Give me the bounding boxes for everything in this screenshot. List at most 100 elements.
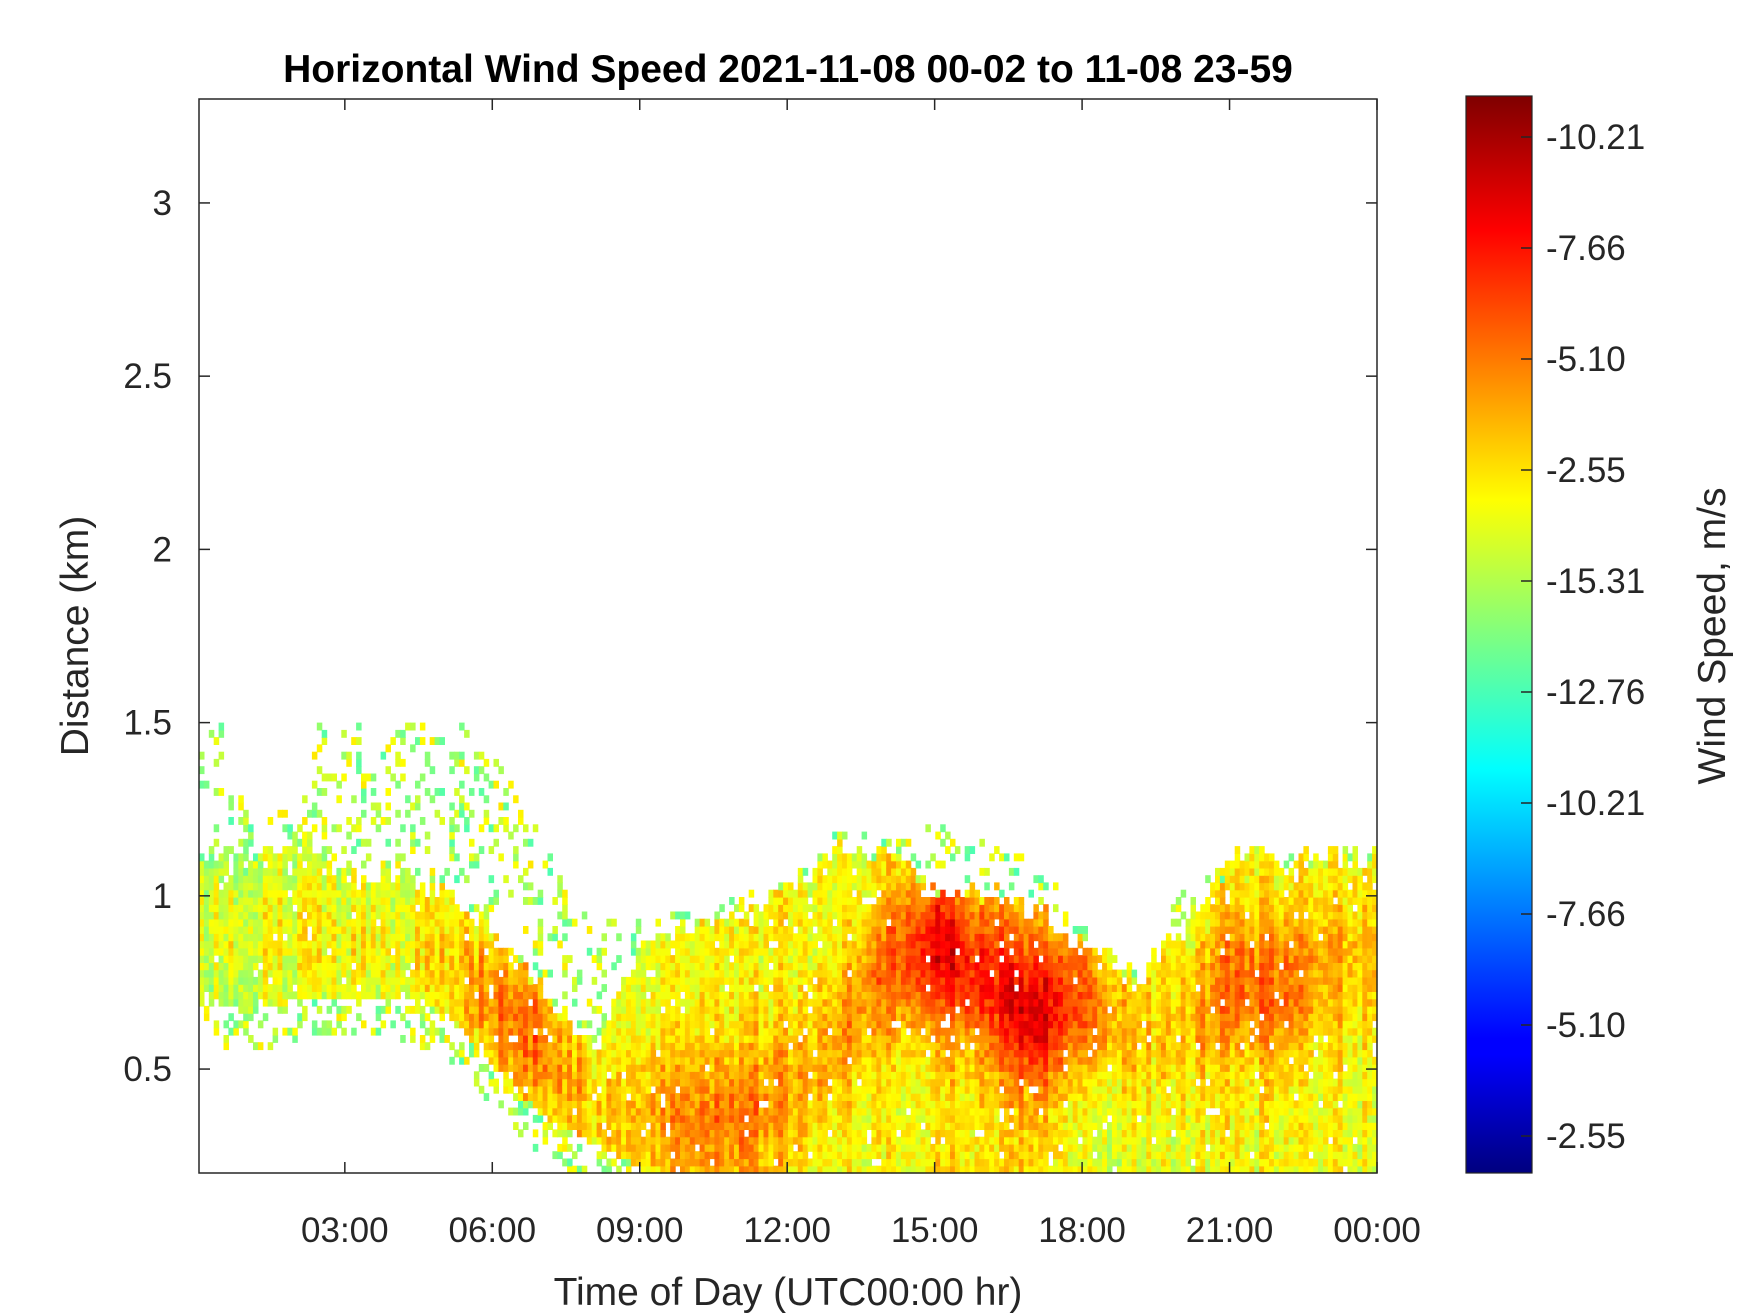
heatmap-cell [228, 882, 234, 891]
heatmap-cell [439, 984, 445, 992]
heatmap-cell [974, 911, 980, 920]
heatmap-cell [277, 911, 283, 920]
heatmap-cell [797, 1085, 804, 1094]
heatmap-cell [670, 962, 676, 971]
heatmap-cell [233, 998, 239, 1007]
heatmap-cell [925, 1005, 931, 1014]
heatmap-cell [562, 1035, 568, 1043]
heatmap-cell [616, 1049, 622, 1058]
heatmap-cell [861, 933, 868, 942]
heatmap-cell [208, 860, 215, 869]
heatmap-cell [630, 1071, 637, 1080]
heatmap-cell [797, 897, 804, 905]
heatmap-cell [640, 976, 647, 985]
heatmap-cell [851, 1013, 858, 1022]
heatmap-cell [989, 1049, 995, 1058]
heatmap-cell [738, 940, 745, 949]
heatmap-cell [886, 1085, 892, 1094]
heatmap-cell [473, 1049, 480, 1058]
heatmap-cell [984, 976, 990, 985]
heatmap-cell [822, 904, 828, 913]
heatmap-cell [778, 1042, 784, 1051]
heatmap-cell [812, 1100, 818, 1109]
heatmap-cell [851, 904, 858, 913]
heatmap-cell [223, 991, 229, 1000]
heatmap-cell [807, 1158, 814, 1167]
heatmap-cell [356, 976, 362, 985]
heatmap-cell [405, 918, 411, 927]
heatmap-cell [783, 969, 789, 978]
heatmap-cell [773, 889, 779, 898]
heatmap-cell [778, 976, 784, 985]
heatmap-cell [390, 897, 396, 905]
heatmap-cell [778, 904, 784, 913]
heatmap-cell [650, 962, 657, 971]
heatmap-cell [645, 1064, 652, 1072]
heatmap-cell [935, 911, 941, 920]
heatmap-cell [788, 955, 794, 963]
heatmap-cell [518, 1035, 524, 1043]
heatmap-cell [498, 998, 504, 1007]
heatmap-cell [488, 824, 495, 833]
heatmap-cell [851, 1165, 858, 1174]
heatmap-cell [743, 911, 750, 920]
heatmap-cell [984, 984, 990, 992]
heatmap-cell [856, 911, 863, 920]
heatmap-cell [611, 1143, 617, 1152]
heatmap-cell [665, 1042, 671, 1051]
heatmap-cell [881, 846, 887, 854]
heatmap-cell [871, 1114, 877, 1123]
heatmap-cell [974, 1100, 980, 1109]
heatmap-cell [675, 933, 681, 942]
heatmap-cell [714, 1085, 720, 1094]
heatmap-cell [930, 947, 936, 956]
heatmap-cell [891, 1042, 897, 1051]
heatmap-cell [969, 918, 976, 927]
heatmap-cell [881, 1042, 887, 1051]
heatmap-cell [871, 1005, 877, 1014]
heatmap-cell [964, 1049, 971, 1058]
heatmap-cell [704, 1042, 711, 1051]
heatmap-cell [287, 897, 293, 905]
heatmap-cell [832, 1013, 838, 1022]
heatmap-cell [783, 1035, 789, 1043]
heatmap-cell [871, 911, 877, 920]
heatmap-cell [900, 1122, 907, 1130]
heatmap-cell [547, 998, 553, 1007]
heatmap-cell [635, 976, 642, 985]
heatmap-cell [282, 860, 288, 869]
heatmap-cell [523, 1049, 529, 1058]
heatmap-cell [257, 1020, 264, 1029]
heatmap-cell [684, 962, 691, 971]
heatmap-cell [763, 1122, 769, 1130]
heatmap-cell [621, 1143, 627, 1152]
heatmap-cell [837, 882, 843, 891]
heatmap-cell [586, 1064, 593, 1072]
heatmap-cell [424, 831, 431, 840]
heatmap-cell [822, 1027, 828, 1036]
heatmap-cell [778, 955, 784, 963]
heatmap-cell [915, 1143, 922, 1152]
heatmap-cell [262, 991, 269, 1000]
heatmap-cell [945, 969, 951, 978]
heatmap-cell [508, 1078, 514, 1087]
heatmap-cell [233, 933, 239, 942]
heatmap-cell [542, 1085, 549, 1094]
heatmap-cell [650, 1151, 657, 1160]
heatmap-cell [557, 1049, 563, 1058]
heatmap-cell [964, 1042, 971, 1051]
heatmap-cell [424, 991, 431, 1000]
heatmap-cell [238, 933, 244, 942]
heatmap-cell [842, 911, 848, 920]
heatmap-cell [665, 998, 671, 1007]
heatmap-cell [464, 947, 470, 956]
heatmap-cell [714, 1013, 720, 1022]
heatmap-cell [557, 1151, 563, 1160]
heatmap-cell [297, 969, 303, 978]
heatmap-cell [591, 1049, 598, 1058]
heatmap-cell [871, 1151, 877, 1160]
heatmap-cell [488, 1035, 495, 1043]
heatmap-cell [257, 940, 264, 949]
heatmap-cell [493, 1005, 499, 1014]
heatmap-cell [1008, 1078, 1015, 1087]
